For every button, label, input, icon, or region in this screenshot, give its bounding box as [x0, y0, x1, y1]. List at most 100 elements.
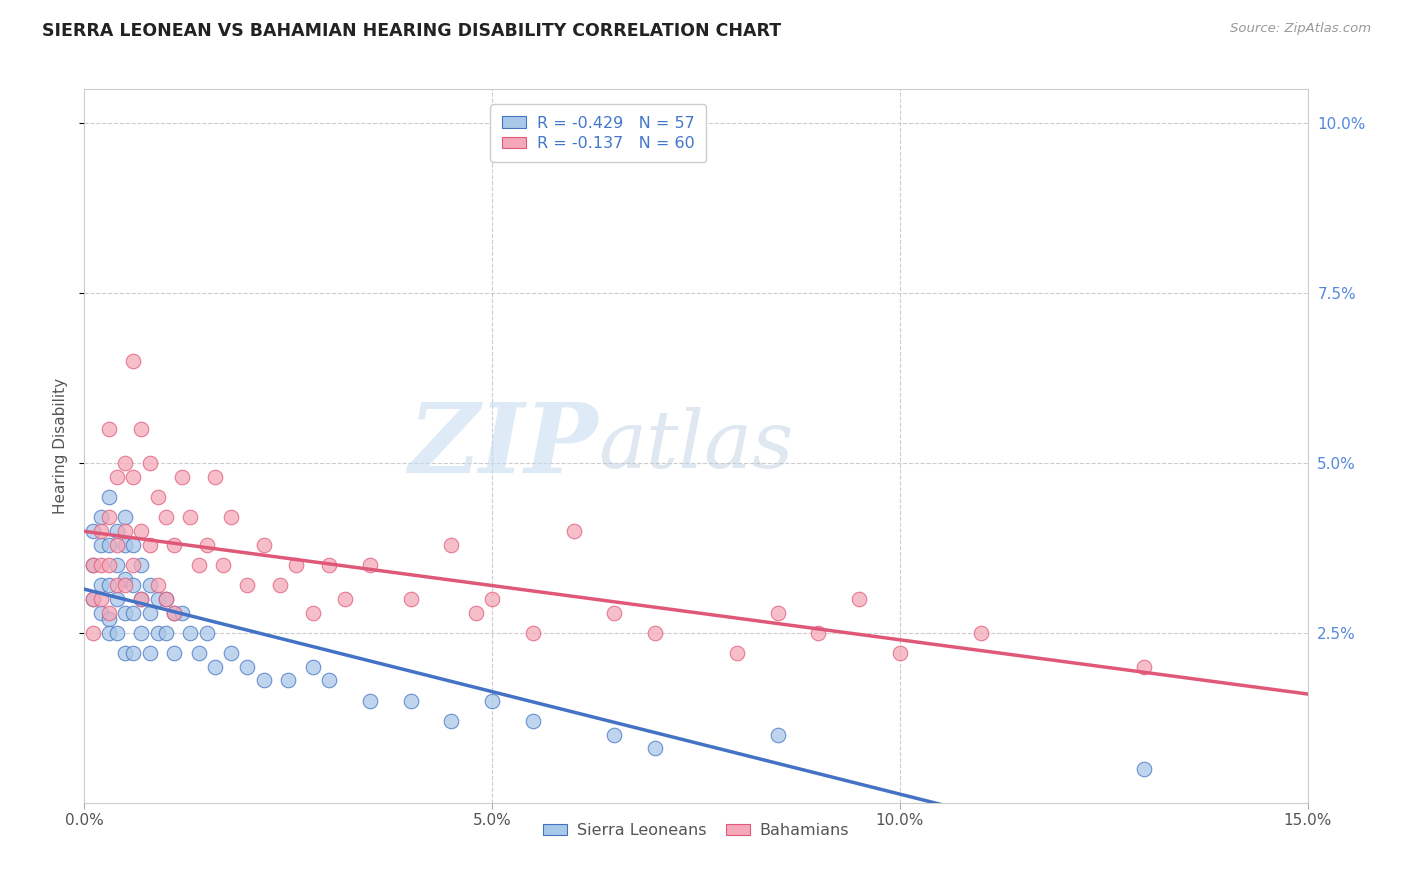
Point — [114, 456, 136, 470]
Point — [138, 646, 160, 660]
Point — [122, 578, 145, 592]
Point — [105, 558, 128, 572]
Point — [90, 537, 112, 551]
Point — [138, 456, 160, 470]
Legend: Sierra Leoneans, Bahamians: Sierra Leoneans, Bahamians — [537, 817, 855, 845]
Point — [131, 591, 153, 606]
Y-axis label: Hearing Disability: Hearing Disability — [53, 378, 69, 514]
Point — [114, 578, 136, 592]
Point — [97, 612, 120, 626]
Point — [522, 714, 544, 729]
Point — [318, 558, 340, 572]
Point — [204, 469, 226, 483]
Point — [253, 673, 276, 688]
Point — [318, 673, 340, 688]
Point — [163, 646, 186, 660]
Point — [105, 591, 128, 606]
Point — [138, 578, 160, 592]
Point — [440, 537, 463, 551]
Point — [219, 510, 242, 524]
Point — [187, 646, 209, 660]
Point — [131, 626, 153, 640]
Point — [97, 578, 120, 592]
Point — [195, 626, 218, 640]
Point — [155, 626, 177, 640]
Point — [97, 606, 120, 620]
Point — [301, 606, 323, 620]
Point — [195, 537, 218, 551]
Text: atlas: atlas — [598, 408, 793, 484]
Point — [90, 591, 112, 606]
Point — [146, 591, 169, 606]
Point — [155, 510, 177, 524]
Point — [236, 660, 259, 674]
Point — [114, 524, 136, 538]
Point — [97, 510, 120, 524]
Point — [187, 558, 209, 572]
Point — [1133, 660, 1156, 674]
Point — [138, 606, 160, 620]
Point — [122, 354, 145, 368]
Point — [131, 591, 153, 606]
Point — [90, 558, 112, 572]
Point — [163, 606, 186, 620]
Point — [970, 626, 993, 640]
Point — [82, 558, 104, 572]
Point — [766, 728, 789, 742]
Point — [82, 626, 104, 640]
Point — [212, 558, 235, 572]
Point — [522, 626, 544, 640]
Point — [90, 578, 112, 592]
Point — [219, 646, 242, 660]
Point — [146, 578, 169, 592]
Point — [138, 537, 160, 551]
Point — [114, 606, 136, 620]
Point — [131, 422, 153, 436]
Point — [114, 537, 136, 551]
Point — [97, 558, 120, 572]
Point — [122, 558, 145, 572]
Point — [97, 537, 120, 551]
Point — [105, 626, 128, 640]
Point — [399, 591, 422, 606]
Point — [1133, 762, 1156, 776]
Point — [236, 578, 259, 592]
Point — [105, 537, 128, 551]
Point — [82, 591, 104, 606]
Point — [172, 606, 194, 620]
Point — [90, 606, 112, 620]
Point — [163, 606, 186, 620]
Point — [97, 490, 120, 504]
Point — [889, 646, 911, 660]
Point — [464, 606, 486, 620]
Point — [603, 728, 626, 742]
Text: SIERRA LEONEAN VS BAHAMIAN HEARING DISABILITY CORRELATION CHART: SIERRA LEONEAN VS BAHAMIAN HEARING DISAB… — [42, 22, 782, 40]
Point — [807, 626, 830, 640]
Point — [105, 578, 128, 592]
Point — [440, 714, 463, 729]
Point — [114, 572, 136, 586]
Point — [335, 591, 357, 606]
Point — [481, 694, 503, 708]
Point — [204, 660, 226, 674]
Point — [131, 524, 153, 538]
Point — [122, 646, 145, 660]
Point — [301, 660, 323, 674]
Point — [146, 626, 169, 640]
Point — [399, 694, 422, 708]
Point — [285, 558, 308, 572]
Point — [766, 606, 789, 620]
Point — [114, 646, 136, 660]
Point — [848, 591, 870, 606]
Point — [179, 510, 201, 524]
Point — [277, 673, 299, 688]
Text: Source: ZipAtlas.com: Source: ZipAtlas.com — [1230, 22, 1371, 36]
Point — [146, 490, 169, 504]
Point — [359, 694, 381, 708]
Point — [481, 591, 503, 606]
Point — [725, 646, 748, 660]
Point — [122, 537, 145, 551]
Point — [644, 626, 666, 640]
Point — [269, 578, 291, 592]
Point — [179, 626, 201, 640]
